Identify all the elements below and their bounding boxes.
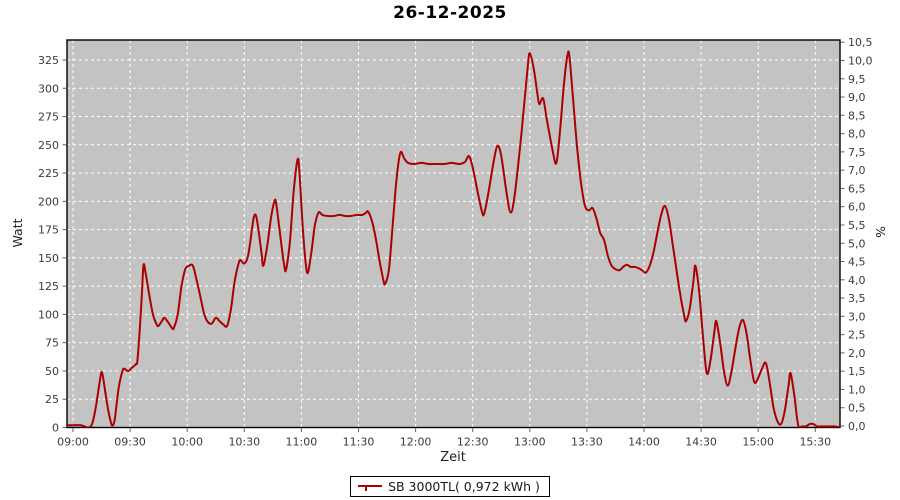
legend-box: SB 3000TL( 0,972 kWh ) xyxy=(350,476,550,497)
pct-axis-tick-label: 4,0 xyxy=(848,274,866,287)
pct-axis-tick-label: 9,5 xyxy=(848,73,866,86)
y-axis-tick-label: 0 xyxy=(52,422,59,435)
pct-axis-tick-label: 2,5 xyxy=(848,329,866,342)
legend-label: SB 3000TL( 0,972 kWh ) xyxy=(388,479,540,494)
pct-axis-tick-label: 9,0 xyxy=(848,91,866,104)
pct-axis-tick-label: 1,0 xyxy=(848,383,866,396)
x-axis-tick-label: 14:00 xyxy=(628,436,660,449)
legend-line-icon xyxy=(358,484,383,491)
x-axis-tick-label: 15:00 xyxy=(742,436,774,449)
y-axis-tick-label: 325 xyxy=(38,54,59,67)
chart-title: 26-12-2025 xyxy=(393,3,507,23)
pct-axis-tick-label: 6,5 xyxy=(848,182,866,195)
plot-area xyxy=(67,40,840,428)
pct-axis-tick-label: 7,0 xyxy=(848,164,866,177)
y-axis-tick-label: 150 xyxy=(38,252,59,265)
pct-axis-tick-label: 10,0 xyxy=(848,55,873,68)
y-axis-tick-label: 100 xyxy=(38,308,59,321)
y-axis-tick-label: 200 xyxy=(38,195,59,208)
pct-axis-tick-label: 1,5 xyxy=(848,365,866,378)
x-axis-tick-label: 09:00 xyxy=(57,436,89,449)
pct-axis-tick-label: 4,5 xyxy=(848,256,866,269)
y-axis-tick-label: 275 xyxy=(38,111,59,124)
x-axis-tick-label: 13:30 xyxy=(571,436,603,449)
y-axis-tick-label: 225 xyxy=(38,167,59,180)
series-line-sb3000tl xyxy=(67,50,840,428)
x-axis-tick-label: 12:00 xyxy=(400,436,432,449)
y-axis-tick-label: 250 xyxy=(38,139,59,152)
pct-axis-tick-label: 10,5 xyxy=(848,36,873,49)
pct-axis-tick-label: 8,5 xyxy=(848,109,866,122)
x-axis-tick-label: 11:00 xyxy=(286,436,318,449)
pct-axis-tick-label: 0,5 xyxy=(848,402,866,415)
x-axis-tick-label: 10:00 xyxy=(171,436,203,449)
pct-axis-tick-label: 3,0 xyxy=(848,310,866,323)
plot-border xyxy=(66,39,841,429)
chart-svg: 0 25 50 75 100 125 150 175 200 225 250 275 300 325 0,0… xyxy=(38,36,873,449)
y-axis-tick-label: 25 xyxy=(45,393,59,406)
pct-axis-tick-label: 2,0 xyxy=(848,347,866,360)
x-axis-tick-label: 11:30 xyxy=(343,436,375,449)
y-axis-tick-label: 75 xyxy=(45,337,59,350)
x-axis-tick-label: 12:30 xyxy=(457,436,489,449)
x-axis-tick-label: 14:30 xyxy=(685,436,717,449)
pct-axis-tick-label: 8,0 xyxy=(848,128,866,141)
y-axis-title-left: Watt xyxy=(10,218,25,248)
y-axis-tick-label: 50 xyxy=(45,365,59,378)
y-axis-tick-label: 175 xyxy=(38,224,59,237)
y-axis-title-right: % xyxy=(873,226,888,238)
x-axis-tick-label: 10:30 xyxy=(228,436,260,449)
x-axis-title: Zeit xyxy=(440,450,466,465)
x-axis-tick-label: 09:30 xyxy=(114,436,146,449)
legend: SB 3000TL( 0,972 kWh ) xyxy=(0,476,900,497)
pct-axis-tick-label: 7,5 xyxy=(848,146,866,159)
y-axis-tick-label: 300 xyxy=(38,82,59,95)
x-axis-tick-label: 13:00 xyxy=(514,436,546,449)
x-axis-tick-label: 15:30 xyxy=(799,436,831,449)
pct-axis-tick-label: 3,5 xyxy=(848,292,866,305)
pct-axis-tick-label: 6,0 xyxy=(848,201,866,214)
pct-axis-tick-label: 5,0 xyxy=(848,237,866,250)
pct-axis-tick-label: 0,0 xyxy=(848,420,866,433)
y-axis-tick-label: 125 xyxy=(38,280,59,293)
pct-axis-tick-label: 5,5 xyxy=(848,219,866,232)
